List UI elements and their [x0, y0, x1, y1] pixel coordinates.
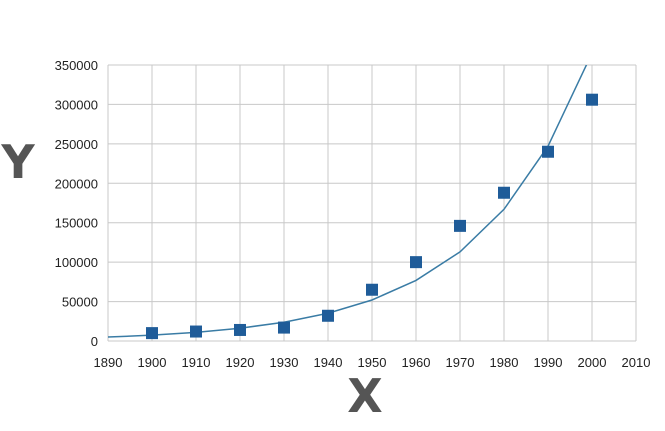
y-tick-label: 100000: [55, 255, 98, 270]
y-tick-label: 150000: [55, 216, 98, 231]
y-tick-label: 200000: [55, 176, 98, 191]
y-tick-label: 350000: [55, 58, 98, 73]
trendline: [108, 65, 588, 338]
x-axis-label: X: [347, 369, 382, 423]
point: [190, 325, 202, 338]
point: [278, 321, 290, 334]
x-tick-label: 1930: [270, 355, 299, 370]
x-tick-label: 1940: [314, 355, 343, 370]
x-tick-label: 1970: [446, 355, 475, 370]
point: [498, 186, 510, 199]
x-tick-label: 2010: [622, 355, 651, 370]
point: [410, 256, 422, 269]
x-tick-label: 1890: [94, 355, 123, 370]
x-tick-label: 1910: [182, 355, 211, 370]
point: [322, 309, 334, 322]
x-tick-label: 1990: [534, 355, 563, 370]
point: [542, 145, 554, 158]
x-tick-label: 1920: [226, 355, 255, 370]
point: [586, 93, 598, 106]
y-tick-label: 300000: [55, 97, 98, 112]
point: [366, 283, 378, 296]
x-tick-label: 1900: [138, 355, 167, 370]
y-tick-label: 50000: [62, 295, 98, 310]
y-tick-label: 250000: [55, 137, 98, 152]
y-tick-label: 0: [91, 334, 98, 349]
x-tick-label: 1980: [490, 355, 519, 370]
x-tick-label: 1950: [358, 355, 387, 370]
y-axis-label: Y: [0, 135, 35, 189]
point: [234, 323, 246, 336]
x-tick-label: 2000: [578, 355, 607, 370]
point: [146, 327, 158, 340]
x-tick-label: 1960: [402, 355, 431, 370]
point: [454, 219, 466, 232]
